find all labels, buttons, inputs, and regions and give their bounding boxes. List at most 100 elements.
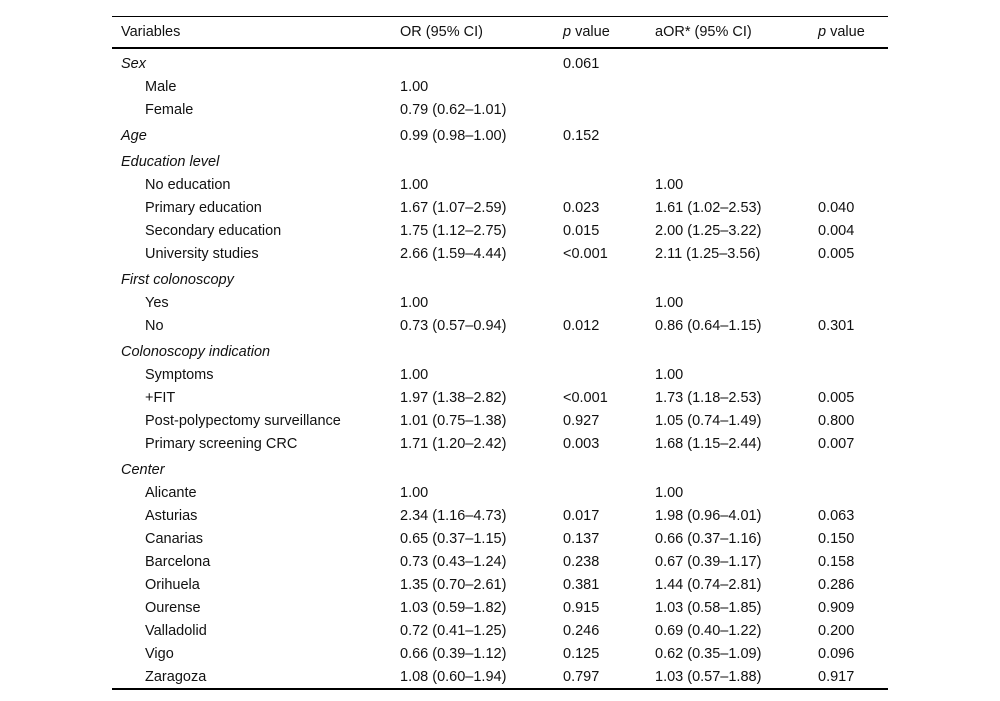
or-ci-cell: 1.71 (1.20–2.42) <box>400 435 507 452</box>
or-ci-cell: 1.01 (0.75–1.38) <box>400 412 507 429</box>
or-ci-cell: 1.03 (0.59–1.82) <box>400 599 507 616</box>
p-value-cell: 0.061 <box>563 55 600 72</box>
table-row: Alicante 1.00 1.00 <box>112 481 888 504</box>
aor-ci-cell: 1.05 (0.74–1.49) <box>655 412 762 429</box>
variable-cell: Education level <box>121 153 220 170</box>
or-ci-cell: 0.66 (0.39–1.12) <box>400 645 507 662</box>
table-row: Symptoms 1.00 1.00 <box>112 363 888 386</box>
p-value-cell: 0.012 <box>563 317 600 334</box>
table-row: Female 0.79 (0.62–1.01) <box>112 98 888 121</box>
variable-cell: Sex <box>121 55 146 72</box>
table-row: Valladolid 0.72 (0.41–1.25) 0.246 0.69 (0.4… <box>112 619 888 642</box>
or-ci-cell <box>400 455 563 481</box>
section-row: First colonoscopy <box>112 265 888 291</box>
adj-p-value-cell: 0.286 <box>818 576 855 593</box>
or-ci-cell: 0.73 (0.57–0.94) <box>400 317 507 334</box>
aor-ci-cell: 1.00 <box>655 176 684 193</box>
aor-ci-cell: 0.66 (0.37–1.16) <box>655 530 762 547</box>
p-value-cell <box>563 98 655 121</box>
aor-ci-cell <box>655 121 818 147</box>
variable-cell: Symptoms <box>145 366 214 383</box>
or-ci-cell: 0.79 (0.62–1.01) <box>400 101 507 118</box>
section-row: Center <box>112 455 888 481</box>
aor-ci-cell: 1.03 (0.57–1.88) <box>655 668 762 685</box>
p-value-cell: 0.125 <box>563 645 600 662</box>
aor-ci-cell: 0.86 (0.64–1.15) <box>655 317 762 334</box>
section-row: Sex 0.061 <box>112 48 888 75</box>
aor-ci-cell <box>655 75 818 98</box>
variable-cell: Primary screening CRC <box>145 435 298 452</box>
adj-p-value-cell <box>818 121 888 147</box>
p-value-cell <box>563 481 655 504</box>
table-row: Zaragoza 1.08 (0.60–1.94) 0.797 1.03 (0.57–… <box>112 665 888 689</box>
adj-p-value-cell: 0.007 <box>818 435 855 452</box>
aor-ci-cell <box>655 48 818 75</box>
or-ci-cell <box>400 337 563 363</box>
variable-cell: No education <box>145 176 231 193</box>
p-value-cell: 0.381 <box>563 576 600 593</box>
aor-ci-cell <box>655 265 818 291</box>
regression-results-table: Variables OR (95% CI) p value aOR* (95% CI)… <box>112 16 888 690</box>
adj-p-value-cell <box>818 265 888 291</box>
aor-ci-cell: 1.00 <box>655 484 684 501</box>
p-value-cell: 0.017 <box>563 507 600 524</box>
variable-cell: Canarias <box>145 530 204 547</box>
variable-cell: Vigo <box>145 645 174 662</box>
adj-p-value-cell: 0.004 <box>818 222 855 239</box>
or-ci-cell <box>400 265 563 291</box>
or-ci-cell <box>400 147 563 173</box>
p-value-cell: 0.152 <box>563 127 600 144</box>
p-value-cell: 0.797 <box>563 668 600 685</box>
p-value-cell <box>563 337 655 363</box>
p-value-cell: 0.927 <box>563 412 600 429</box>
table-row: Yes 1.00 1.00 <box>112 291 888 314</box>
p-value-cell: <0.001 <box>563 389 608 406</box>
table-row: University studies 2.66 (1.59–4.44) <0.001… <box>112 242 888 265</box>
variable-cell: Colonoscopy indication <box>121 343 271 360</box>
table-row: Vigo 0.66 (0.39–1.12) 0.125 0.62 (0.35–1.09… <box>112 642 888 665</box>
adj-p-value-cell: 0.005 <box>818 245 855 262</box>
adj-p-value-cell: 0.150 <box>818 530 855 547</box>
variable-cell: +FIT <box>145 389 176 406</box>
aor-ci-cell <box>655 147 818 173</box>
p-value-cell: 0.246 <box>563 622 600 639</box>
adj-p-value-cell: 0.096 <box>818 645 855 662</box>
variable-cell: Ourense <box>145 599 201 616</box>
table-row: Canarias 0.65 (0.37–1.15) 0.137 0.66 (0.37–… <box>112 527 888 550</box>
table-row: Primary screening CRC 1.71 (1.20–2.42) 0.0… <box>112 432 888 455</box>
table-row: Primary education 1.67 (1.07–2.59) 0.023 1.… <box>112 196 888 219</box>
variable-cell: University studies <box>145 245 259 262</box>
variable-cell: Primary education <box>145 199 262 216</box>
p-value-cell: 0.015 <box>563 222 600 239</box>
or-ci-cell: 0.73 (0.43–1.24) <box>400 553 507 570</box>
section-row: Colonoscopy indication <box>112 337 888 363</box>
p-value-header: p value <box>563 16 655 49</box>
variable-cell: Barcelona <box>145 553 211 570</box>
p-value-cell: 0.023 <box>563 199 600 216</box>
aor-ci-cell: 1.61 (1.02–2.53) <box>655 199 762 216</box>
or-ci-cell: 1.75 (1.12–2.75) <box>400 222 507 239</box>
or-ci-cell: 2.66 (1.59–4.44) <box>400 245 507 262</box>
adj-p-value-cell <box>818 481 888 504</box>
adj-p-value-cell: 0.909 <box>818 599 855 616</box>
adj-p-value-cell: 0.005 <box>818 389 855 406</box>
table-row: Barcelona 0.73 (0.43–1.24) 0.238 0.67 (0.39… <box>112 550 888 573</box>
variable-cell: Zaragoza <box>145 668 207 685</box>
aor-ci-cell: 1.73 (1.18–2.53) <box>655 389 762 406</box>
p-value-cell: 0.915 <box>563 599 600 616</box>
aor-ci-cell <box>655 98 818 121</box>
or-ci-cell: 1.97 (1.38–2.82) <box>400 389 507 406</box>
p-value-cell <box>563 75 655 98</box>
adj-p-value-cell: 0.800 <box>818 412 855 429</box>
adj-p-value-cell: 0.301 <box>818 317 855 334</box>
adj-p-value-cell <box>818 147 888 173</box>
adj-p-value-cell: 0.917 <box>818 668 855 685</box>
adj-p-value-cell: 0.063 <box>818 507 855 524</box>
or-ci-cell: 0.99 (0.98–1.00) <box>400 127 507 144</box>
variable-cell: Secondary education <box>145 222 282 239</box>
table-row: Asturias 2.34 (1.16–4.73) 0.017 1.98 (0.96–… <box>112 504 888 527</box>
variable-cell: Valladolid <box>145 622 207 639</box>
aor-ci-cell: 2.11 (1.25–3.56) <box>655 245 761 262</box>
table-row: No education 1.00 1.00 <box>112 173 888 196</box>
p-value-cell <box>563 455 655 481</box>
